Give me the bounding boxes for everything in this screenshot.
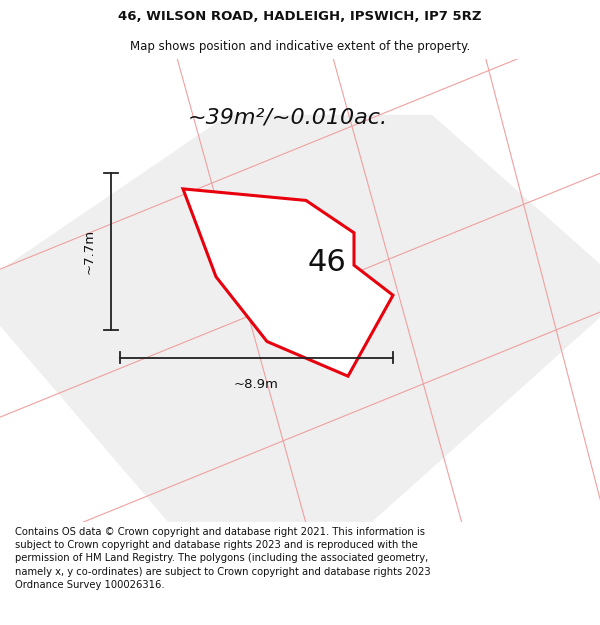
Text: ~39m²/~0.010ac.: ~39m²/~0.010ac. (188, 107, 388, 127)
Polygon shape (0, 115, 600, 522)
Text: 46: 46 (307, 248, 346, 278)
Polygon shape (183, 189, 393, 376)
Text: ~7.7m: ~7.7m (83, 229, 96, 274)
Text: Contains OS data © Crown copyright and database right 2021. This information is
: Contains OS data © Crown copyright and d… (15, 527, 431, 590)
Text: 46, WILSON ROAD, HADLEIGH, IPSWICH, IP7 5RZ: 46, WILSON ROAD, HADLEIGH, IPSWICH, IP7 … (118, 10, 482, 23)
Text: Map shows position and indicative extent of the property.: Map shows position and indicative extent… (130, 40, 470, 52)
Text: ~8.9m: ~8.9m (234, 379, 279, 391)
